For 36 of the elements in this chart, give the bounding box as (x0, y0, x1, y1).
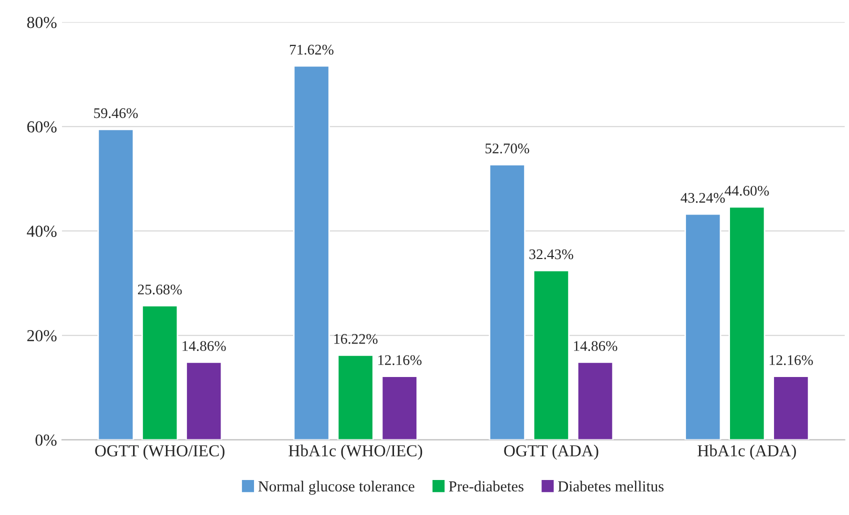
bar (381, 376, 418, 440)
bar (293, 65, 330, 440)
y-tick-label: 60% (27, 121, 57, 133)
x-tick-label: HbA1c (ADA) (698, 444, 796, 460)
bar (186, 362, 222, 440)
x-tick-label: HbA1c (WHO/IEC) (288, 444, 422, 460)
y-tick-label: 80% (27, 16, 57, 28)
legend-label: Pre-diabetes (448, 480, 524, 492)
bar (97, 128, 134, 440)
bar (337, 354, 374, 440)
y-tick-label: 0% (36, 434, 57, 446)
bar (142, 305, 178, 440)
y-tick-label: 40% (26, 226, 57, 237)
bar (728, 206, 766, 440)
data-label: 14.86% (182, 341, 226, 351)
data-label: 32.43% (529, 249, 574, 260)
data-label: 12.16% (770, 355, 813, 366)
x-tick-label: OGTT (ADA) (504, 444, 598, 460)
bar (772, 376, 810, 440)
bar (684, 213, 722, 440)
data-label: 44.60% (724, 186, 769, 196)
legend-label: Diabetes mellitus (558, 480, 664, 492)
legend-label: Normal glucose tolerance (258, 480, 414, 495)
bar (576, 362, 614, 440)
x-tick-label: OGTT (WHO/IEC) (95, 444, 224, 460)
data-label: 43.24% (680, 192, 725, 203)
data-label: 71.62% (290, 44, 334, 55)
data-label: 52.70% (486, 144, 530, 154)
y-tick-label: 20% (27, 330, 57, 342)
bar (488, 164, 526, 440)
data-label: 12.16% (378, 355, 422, 366)
data-label: 59.46% (94, 108, 138, 118)
data-label: 14.86% (574, 341, 618, 351)
data-label: 16.22% (334, 334, 378, 344)
bar (532, 270, 570, 440)
data-label: 25.68% (138, 284, 182, 295)
